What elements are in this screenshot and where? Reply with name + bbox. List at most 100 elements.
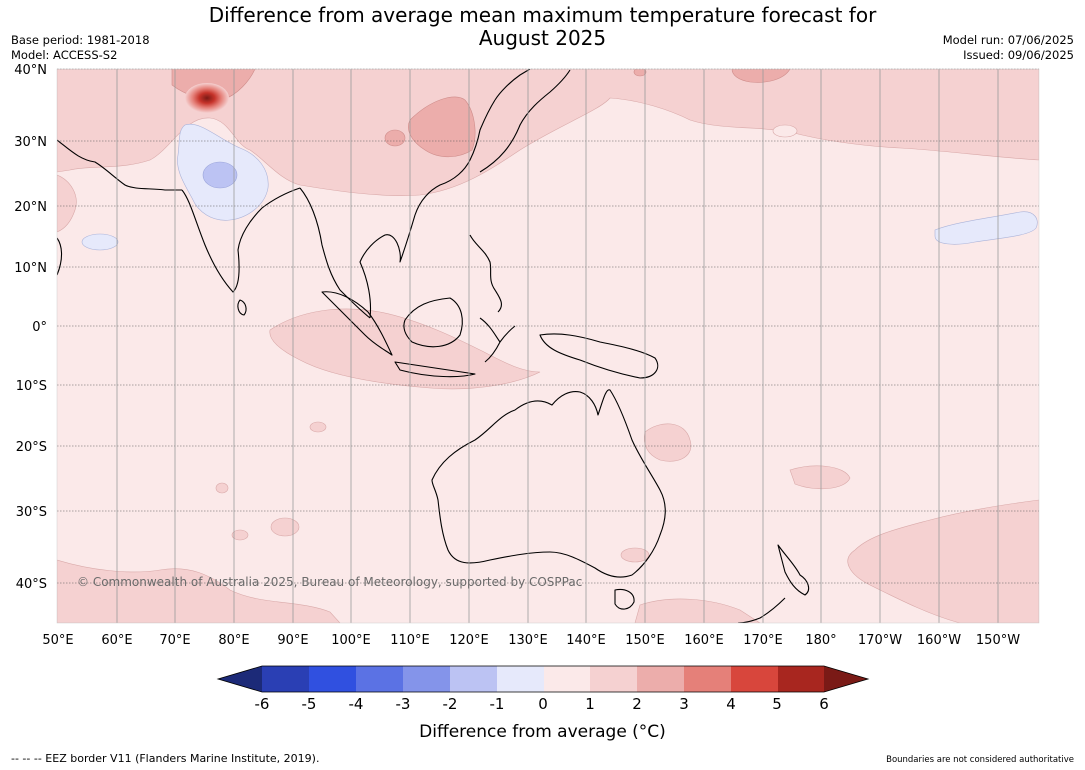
anomaly-region-maritime bbox=[269, 308, 541, 390]
lon-label: 150°W bbox=[976, 633, 1020, 648]
coastline-java bbox=[394, 361, 476, 378]
colorbar-tick: 1 bbox=[585, 695, 595, 713]
anomaly-hotspot bbox=[185, 83, 229, 113]
colorbar-segment bbox=[637, 666, 684, 692]
colorbar-segment bbox=[684, 666, 731, 692]
anomaly-blob-5 bbox=[620, 547, 650, 563]
colorbar-label: Difference from average (°C) bbox=[419, 722, 666, 742]
colorbar-segment bbox=[497, 666, 544, 692]
coastline-sumatra bbox=[321, 291, 393, 356]
base-period: Base period: 1981-2018 bbox=[11, 33, 150, 47]
lon-label: 80°E bbox=[218, 633, 249, 648]
anomaly-field bbox=[57, 69, 1039, 623]
colorbar-tick: -6 bbox=[255, 695, 270, 713]
anomaly-region-india-core bbox=[202, 161, 238, 189]
anomaly-blob-8 bbox=[633, 69, 647, 77]
map-frame bbox=[56, 68, 1040, 624]
run-info: Model run: 07/06/2025 Issued: 09/06/2025 bbox=[943, 33, 1074, 63]
coastline-sri-lanka bbox=[237, 299, 247, 316]
anomaly-blob-1 bbox=[309, 421, 327, 433]
anomaly-blob-arabian bbox=[81, 233, 119, 251]
anomaly-blob-4 bbox=[215, 482, 229, 494]
lon-label: 140°E bbox=[566, 633, 606, 648]
colorbar-segment bbox=[731, 666, 778, 692]
colorbar-tick: 0 bbox=[538, 695, 548, 713]
colorbar-tick: -4 bbox=[349, 695, 364, 713]
lat-label: 10°S bbox=[16, 379, 47, 394]
lon-label: 50°E bbox=[42, 633, 73, 648]
anomaly-blob-6 bbox=[772, 124, 798, 138]
colorbar-tick: 2 bbox=[632, 695, 642, 713]
anomaly-region-west bbox=[57, 174, 77, 233]
colorbar-segment bbox=[403, 666, 450, 692]
lon-label: 160°W bbox=[917, 633, 961, 648]
lat-label: 20°S bbox=[16, 440, 47, 455]
lon-label: 150°E bbox=[625, 633, 665, 648]
colorbar-tick: -3 bbox=[396, 695, 411, 713]
colorbar-segment bbox=[262, 666, 309, 692]
colorbar-tick: 6 bbox=[819, 695, 829, 713]
lat-label: 30°N bbox=[14, 135, 47, 150]
anomaly-blob-3 bbox=[231, 529, 249, 541]
coastline-new-guinea bbox=[539, 333, 659, 379]
anomaly-region-southwest bbox=[57, 559, 341, 623]
colorbar-segment bbox=[450, 666, 497, 692]
coastline-china-north bbox=[494, 69, 531, 101]
latitude-labels: 40°N 30°N 20°N 10°N 0° 10°S 20°S 30°S 40… bbox=[14, 63, 47, 592]
coastline-new-zealand-south bbox=[737, 597, 786, 623]
anomaly-blob-7 bbox=[384, 129, 406, 147]
model-info: Base period: 1981-2018 Model: ACCESS-S2 bbox=[11, 33, 150, 63]
longitude-labels: 50°E 60°E 70°E 80°E 90°E 100°E 110°E 120… bbox=[42, 633, 1020, 648]
lat-label: 40°N bbox=[14, 63, 47, 78]
lon-label: 160°E bbox=[684, 633, 724, 648]
coastline-indochina bbox=[299, 99, 496, 319]
coastline-sulawesi bbox=[479, 317, 516, 363]
coastline-australia bbox=[431, 389, 666, 578]
coastline-philippines bbox=[469, 234, 502, 313]
lon-label: 120°E bbox=[449, 633, 489, 648]
colorbar-segment bbox=[544, 666, 590, 692]
model-run-date: Model run: 07/06/2025 bbox=[942, 33, 1074, 47]
copyright-notice: © Commonwealth of Australia 2025, Bureau… bbox=[77, 575, 582, 589]
colorbar-tick: 3 bbox=[679, 695, 689, 713]
map-title: Difference from average mean maximum tem… bbox=[0, 4, 1085, 50]
colorbar-ticks: -6 -5 -4 -3 -2 -1 0 1 2 3 4 5 6 bbox=[255, 695, 829, 713]
anomaly-region-east-china bbox=[408, 96, 476, 158]
anomaly-region-far-north bbox=[731, 69, 791, 83]
lat-label: 0° bbox=[32, 320, 47, 335]
lon-label: 60°E bbox=[101, 633, 132, 648]
coastline-arabia bbox=[57, 139, 182, 191]
colorbar-outline bbox=[216, 665, 870, 693]
issued-date: Issued: 09/06/2025 bbox=[963, 48, 1074, 62]
colorbar bbox=[216, 665, 870, 693]
anomaly-region-southeast bbox=[847, 499, 1039, 623]
eez-border-note: -- -- -- EEZ border V11 (Flanders Marine… bbox=[11, 752, 320, 765]
colorbar-under-arrow bbox=[218, 666, 262, 692]
lat-label: 10°N bbox=[14, 261, 47, 276]
lon-label: 180° bbox=[805, 633, 836, 648]
lon-label: 90°E bbox=[277, 633, 308, 648]
lat-label: 40°S bbox=[16, 577, 47, 592]
lon-label: 110°E bbox=[390, 633, 430, 648]
coastlines bbox=[57, 69, 810, 623]
colorbar-tick: -5 bbox=[302, 695, 317, 713]
longitude-gridlines bbox=[116, 69, 999, 623]
anomaly-region-north bbox=[57, 69, 1039, 196]
lon-label: 170°E bbox=[743, 633, 783, 648]
colorbar-segment bbox=[778, 666, 824, 692]
map-title-line-2: August 2025 bbox=[478, 26, 607, 50]
colorbar-segment bbox=[356, 666, 403, 692]
lon-label: 130°E bbox=[508, 633, 548, 648]
coastline-borneo bbox=[403, 297, 463, 348]
coastline-somalia bbox=[57, 237, 63, 276]
colorbar-tick: 4 bbox=[726, 695, 736, 713]
coastline-japan bbox=[479, 69, 571, 173]
model-name: Model: ACCESS-S2 bbox=[11, 48, 118, 62]
boundary-disclaimer: Boundaries are not considered authoritat… bbox=[886, 755, 1074, 765]
lon-label: 100°E bbox=[331, 633, 371, 648]
coastline-india bbox=[181, 187, 301, 293]
coastline-new-zealand-north bbox=[777, 544, 810, 596]
anomaly-region-central-pacific bbox=[643, 423, 692, 462]
anomaly-blob-2 bbox=[270, 517, 300, 537]
